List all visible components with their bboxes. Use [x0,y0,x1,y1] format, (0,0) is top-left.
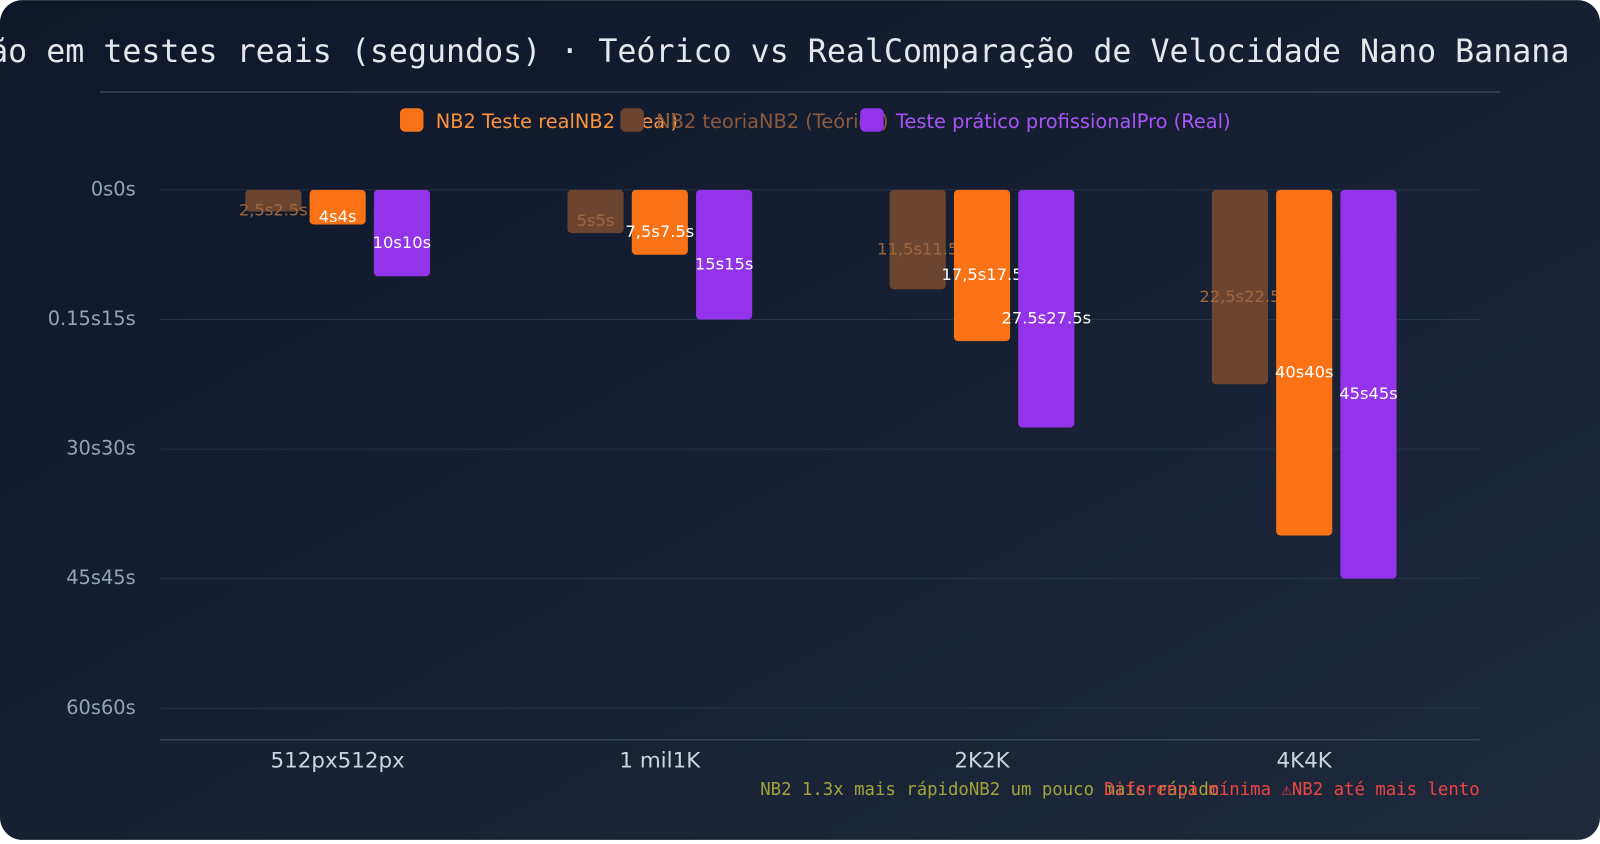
footer-note: Diferença mínima ⚠NB2 até mais lento [1104,780,1480,800]
bar [631,189,688,255]
footer-note: NB2 1.3x mais rápidoNB2 um pouco mais rá… [760,780,1219,800]
value-label: 7,5s7.5s [625,222,694,241]
bar [953,189,1011,342]
legend-label: Teste prático profissionalPro (Real) [895,110,1231,133]
value-label: 10s10s [373,233,432,252]
legend-swatch [620,108,644,132]
legend-label: NB2 Teste realNB2 (Real) [436,110,678,133]
y-tick-label: 30s30s [66,437,136,460]
plot-area: 0s0s 0.15s15s 30s30s 45s45s 60s60s 512px512px… [48,177,1480,773]
y-tick-label: 45s45s [66,566,136,589]
x-tick-label: 4K4K [1277,748,1333,773]
legend: NB2 Teste realNB2 (Real)NB2 teoriaNB2 (T… [400,108,1231,133]
value-label: 15s15s [695,254,754,273]
y-tick-label: 60s60s [66,696,136,719]
bar [245,189,302,212]
value-label: 45s45s [1339,384,1398,403]
value-label: 17,5s17.5 [941,265,1022,284]
value-label: 27.5s27.5s [1001,308,1091,327]
legend-label: NB2 teoriaNB2 (Teórico) [656,110,888,133]
bar [567,189,624,234]
x-tick-label: 1 mil1K [619,748,701,773]
legend-swatch [400,108,424,132]
x-tick-label: 2K2K [954,748,1010,773]
value-label: 2,5s2.5s [239,200,308,219]
bar [1211,189,1268,385]
value-label: 11,5s11.5 [877,239,958,258]
bar [309,189,366,225]
bar [1276,189,1333,536]
y-tick-label: 0.15s15s [48,307,136,330]
bar [696,189,753,320]
value-label: 40s40s [1275,362,1334,381]
value-label: 4s4s [319,207,357,226]
chart-title: ão em testes reais (segundos) · Teórico … [0,34,1569,70]
value-label: 5s5s [577,211,615,230]
value-label: 22,5s22.5 [1199,287,1280,306]
y-tick-label: 0s0s [91,177,136,200]
x-tick-label: 512px512px [271,748,405,773]
bar [889,189,946,290]
bar [373,189,430,277]
bar [1340,189,1397,579]
bar [1018,189,1075,428]
legend-swatch [860,108,884,132]
